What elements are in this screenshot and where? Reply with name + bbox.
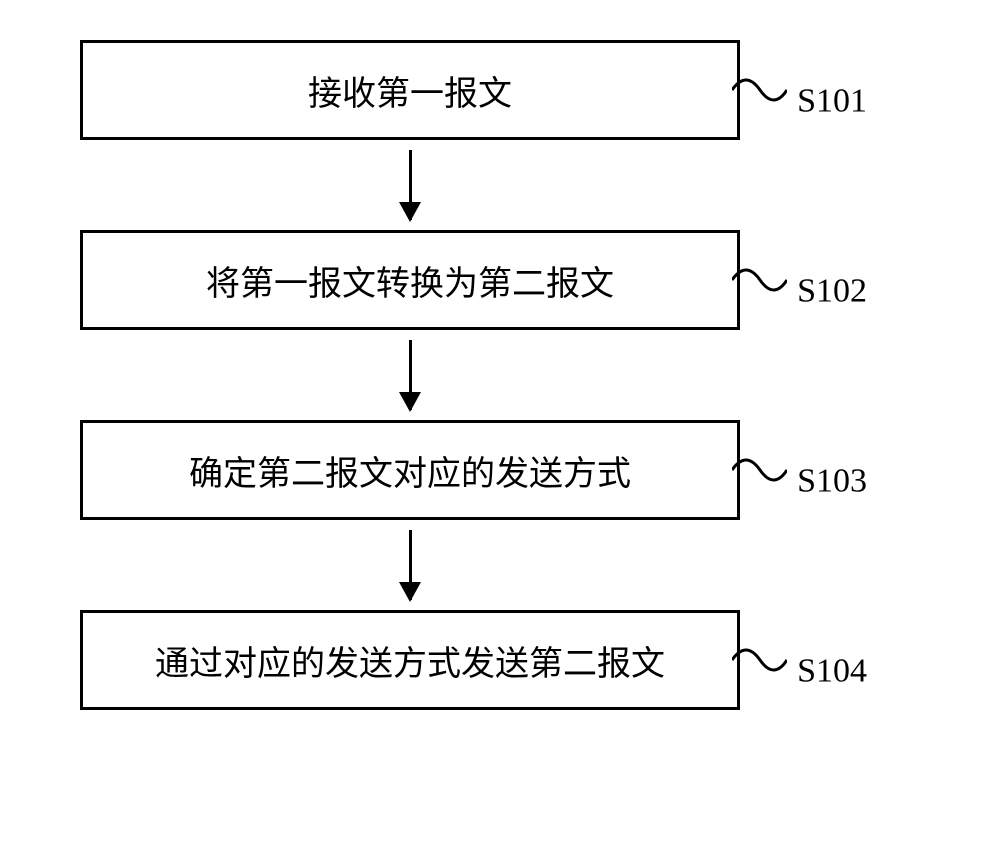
flow-step-3-text: 确定第二报文对应的发送方式 bbox=[189, 446, 631, 495]
wave-connector-4-icon bbox=[732, 635, 787, 685]
arrow-3 bbox=[80, 520, 740, 610]
wave-connector-1-icon bbox=[732, 65, 787, 115]
flow-step-4: 通过对应的发送方式发送第二报文 S104 bbox=[80, 610, 740, 710]
flow-step-1-text: 接收第一报文 bbox=[308, 66, 512, 115]
flow-step-3-label: S103 bbox=[797, 462, 867, 500]
flow-step-2: 将第一报文转换为第二报文 S102 bbox=[80, 230, 740, 330]
flow-step-4-label: S104 bbox=[797, 652, 867, 690]
flowchart-container: 接收第一报文 S101 将第一报文转换为第二报文 S102 确定第二报文对应的发… bbox=[80, 40, 920, 710]
wave-connector-2-icon bbox=[732, 255, 787, 305]
arrow-down-icon bbox=[409, 340, 412, 410]
arrow-2 bbox=[80, 330, 740, 420]
flow-step-3: 确定第二报文对应的发送方式 S103 bbox=[80, 420, 740, 520]
arrow-down-icon bbox=[409, 530, 412, 600]
flow-step-1: 接收第一报文 S101 bbox=[80, 40, 740, 140]
arrow-1 bbox=[80, 140, 740, 230]
flow-step-2-label: S102 bbox=[797, 272, 867, 310]
arrow-down-icon bbox=[409, 150, 412, 220]
flow-step-2-text: 将第一报文转换为第二报文 bbox=[206, 256, 614, 305]
wave-connector-3-icon bbox=[732, 445, 787, 495]
flow-step-4-text: 通过对应的发送方式发送第二报文 bbox=[155, 636, 665, 685]
flow-step-1-label: S101 bbox=[797, 82, 867, 120]
